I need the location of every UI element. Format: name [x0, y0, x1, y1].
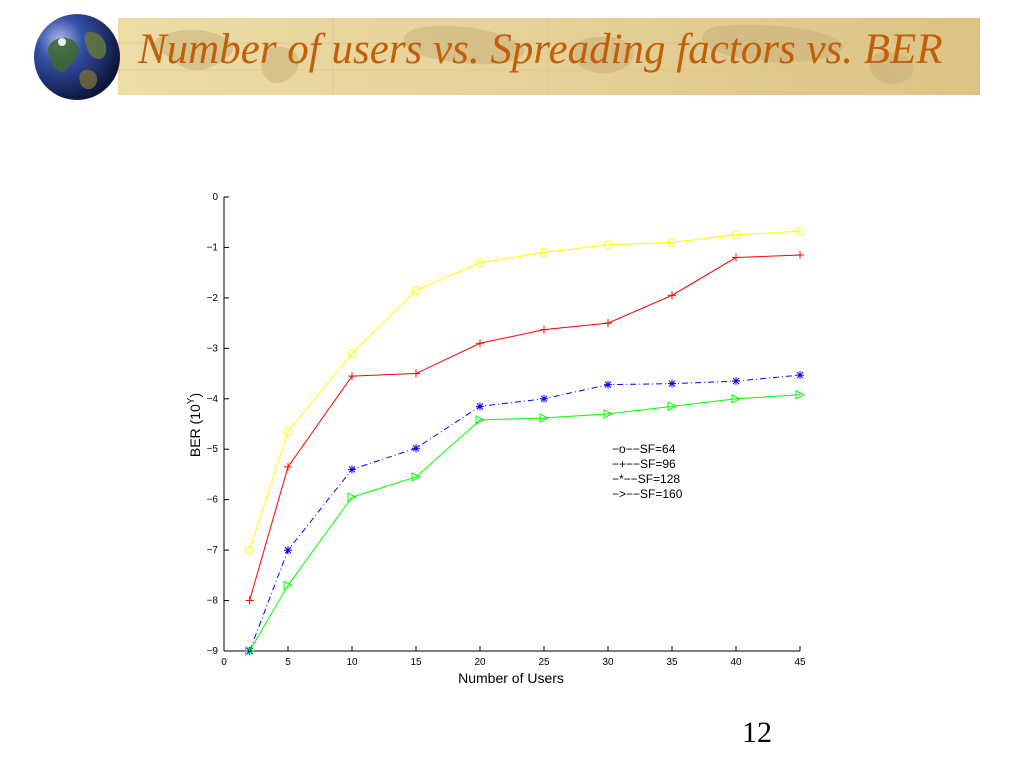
y-tick-label: −5 [207, 444, 219, 455]
data-point [732, 253, 740, 262]
y-tick-label: −9 [207, 646, 219, 657]
data-point [348, 465, 356, 474]
data-point [245, 545, 255, 555]
y-tick-label: −7 [207, 545, 219, 556]
data-point [284, 546, 292, 555]
x-tick-label: 45 [794, 657, 806, 668]
x-tick-label: 15 [410, 657, 422, 668]
y-tick-label: −1 [207, 242, 219, 253]
series-layer [245, 226, 806, 656]
world-map-texture [118, 18, 980, 95]
x-tick-label: 0 [221, 657, 227, 668]
data-point [411, 472, 422, 482]
x-tick-label: 10 [346, 657, 358, 668]
globe-logo [34, 14, 120, 100]
data-point [347, 348, 357, 358]
legend-entry: −o−−SF=64 [612, 442, 676, 456]
data-point [604, 380, 612, 389]
title-banner [118, 18, 980, 95]
legend-entry: −>−−SF=160 [612, 487, 683, 501]
data-point [245, 646, 255, 656]
page-number: 12 [742, 716, 772, 749]
data-point [283, 580, 294, 591]
y-tick-label: −2 [207, 293, 219, 304]
legend-entry: −+−−SF=96 [612, 457, 676, 471]
data-point [412, 369, 420, 378]
data-point [412, 444, 420, 453]
legend: −o−−SF=64−+−−SF=96−*−−SF=128−>−−SF=160 [612, 442, 683, 501]
y-tick-label: −3 [207, 343, 219, 354]
data-point [283, 427, 293, 437]
data-point [475, 258, 485, 268]
y-tick-label: 0 [212, 192, 218, 203]
x-tick-label: 40 [730, 657, 742, 668]
x-tick-label: 35 [666, 657, 678, 668]
series-sf-64 [245, 226, 805, 555]
x-tick-label: 25 [538, 657, 550, 668]
data-point [668, 291, 676, 300]
series-line-sf-64 [249, 230, 801, 551]
data-point [475, 415, 486, 425]
ber-line-chart: 0 5 10 15 20 25 30 35 40 45 0 −1 −2 −3 −4 −5 −6 −7 −8 −9 Nu… [186, 192, 806, 686]
x-tick-label: 20 [474, 657, 486, 668]
y-tick-label: −6 [207, 495, 219, 506]
data-point [603, 240, 613, 250]
series-line-sf-96 [249, 254, 801, 601]
data-point [796, 251, 804, 260]
x-tick-label: 5 [285, 657, 291, 668]
data-point [795, 389, 806, 400]
data-point [476, 339, 484, 348]
series-sf-160 [245, 389, 806, 656]
y-axis-label: BER (10Y) [186, 393, 203, 457]
data-point [245, 596, 254, 605]
series-sf-96 [245, 251, 804, 605]
data-point [796, 371, 804, 380]
data-point [731, 230, 741, 240]
series-sf-128 [245, 371, 804, 655]
data-point [476, 402, 484, 411]
data-point [411, 285, 421, 295]
legend-entry: −*−−SF=128 [612, 472, 680, 486]
data-point [348, 372, 356, 381]
data-point [667, 401, 678, 412]
x-axis-label: Number of Users [458, 670, 564, 686]
data-point [668, 379, 676, 388]
axes: 0 5 10 15 20 25 30 35 40 45 0 −1 −2 −3 −4 −5 −6 −7 −8 −9 [207, 192, 806, 668]
data-point [667, 237, 677, 247]
slide-title: Number of users vs. Spreading factors vs… [138, 26, 943, 73]
y-tick-label: −8 [207, 596, 219, 607]
data-point [604, 319, 612, 328]
data-point [795, 226, 805, 236]
data-point [732, 377, 740, 386]
data-point [603, 409, 614, 419]
data-point [731, 393, 742, 404]
data-point [539, 247, 549, 257]
data-point [540, 394, 548, 403]
series-line-sf-128 [249, 374, 801, 652]
series-line-sf-160 [249, 394, 801, 652]
x-tick-label: 30 [602, 657, 614, 668]
data-point [284, 462, 292, 471]
data-point [539, 413, 550, 423]
data-point [540, 325, 548, 334]
data-point [347, 492, 358, 502]
y-tick-label: −4 [207, 394, 219, 405]
